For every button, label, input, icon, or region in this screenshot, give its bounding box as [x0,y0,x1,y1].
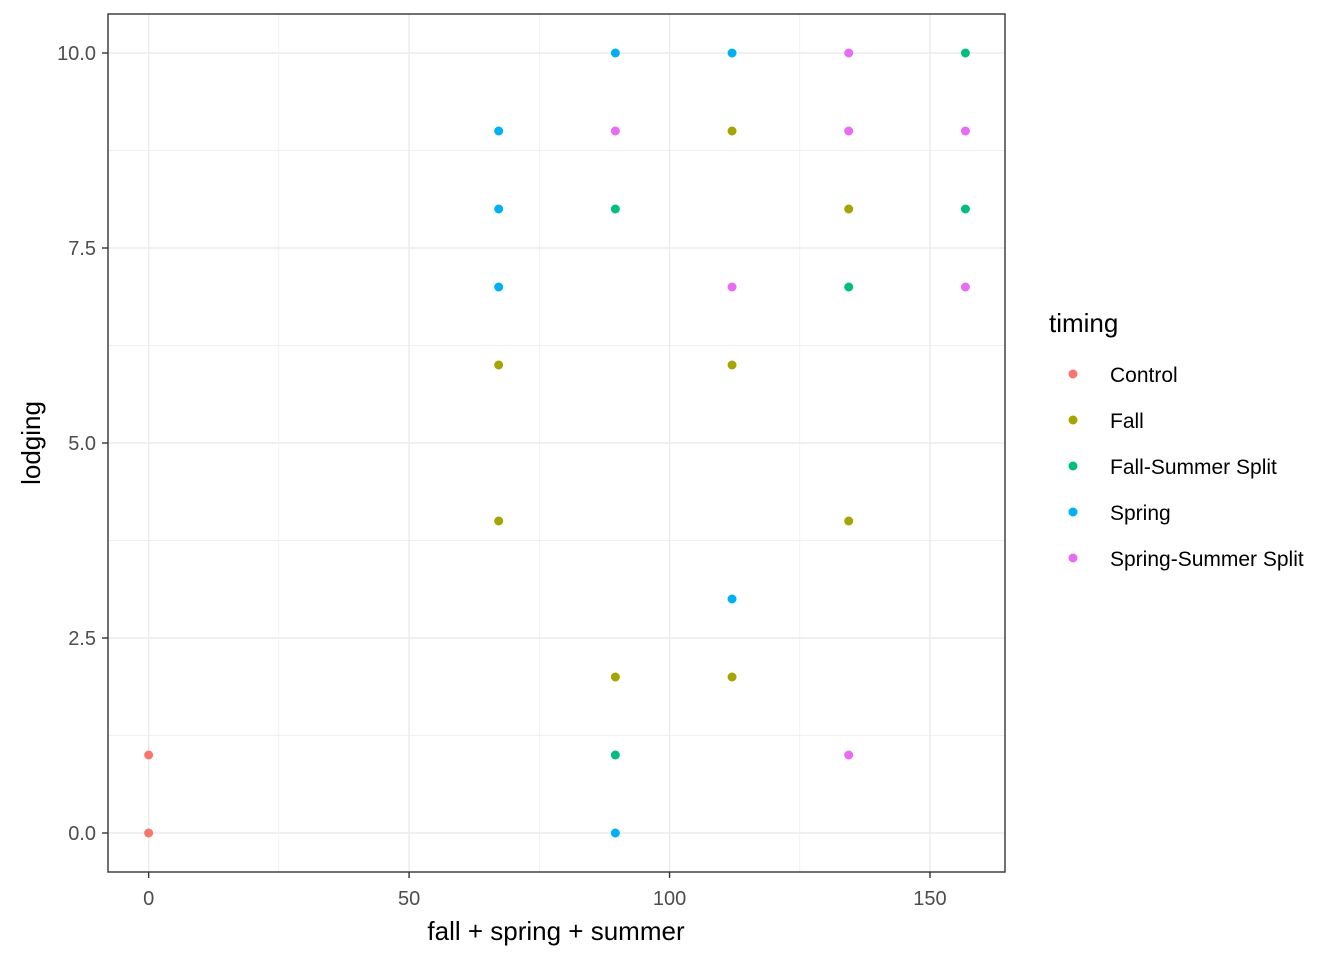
data-point-spring [727,48,737,58]
legend-label-spring: Spring [1110,502,1171,525]
data-point-control [144,828,154,838]
data-point-spring-summer-split [960,126,970,136]
data-point-fall-summer-split [960,48,970,58]
data-point-fall [610,672,620,682]
data-point-fall-summer-split [844,282,854,292]
legend-key-fall-summer-split [1068,461,1078,471]
data-point-fall [844,516,854,526]
legend-title: timing [1049,308,1118,338]
y-tick-label: 5.0 [68,433,96,455]
data-point-fall-summer-split [610,750,620,760]
data-point-fall-summer-split [610,204,620,214]
data-point-spring [494,204,504,214]
data-point-spring [610,828,620,838]
data-point-spring [727,594,737,604]
x-axis: 0 50 100 150 [143,872,947,910]
legend-key-spring-summer-split [1068,553,1078,563]
legend-label-control: Control [1110,364,1178,387]
legend-label-fall: Fall [1110,410,1144,433]
data-point-fall [727,126,737,136]
data-point-fall [494,516,504,526]
data-point-spring-summer-split [844,750,854,760]
y-tick-label: 7.5 [68,238,96,260]
x-axis-title: fall + spring + summer [427,916,685,946]
data-point-fall [844,204,854,214]
data-point-control [144,750,154,760]
data-point-spring-summer-split [960,282,970,292]
legend-key-control [1068,369,1078,379]
x-tick-label: 0 [143,888,154,910]
legend-label-fall-summer-split: Fall-Summer Split [1110,456,1277,479]
data-point-spring [494,126,504,136]
legend: timing Control Fall Fall-Summer Split Sprin… [1049,308,1304,571]
y-tick-label: 0.0 [68,823,96,845]
x-tick-label: 150 [913,888,946,910]
grid-major [108,14,1005,872]
data-point-fall [494,360,504,370]
data-point-spring-summer-split [727,282,737,292]
legend-label-spring-summer-split: Spring-Summer Split [1110,548,1304,571]
legend-items: Control Fall Fall-Summer Split Spring Spring… [1068,364,1304,571]
x-tick-label: 100 [653,888,686,910]
data-point-fall [727,360,737,370]
legend-key-spring [1068,507,1078,517]
data-point-spring [610,48,620,58]
data-point-fall [727,672,737,682]
data-point-spring-summer-split [610,126,620,136]
x-tick-label: 50 [398,888,420,910]
y-axis-title: lodging [16,401,46,485]
data-point-spring-summer-split [844,126,854,136]
data-point-spring-summer-split [844,48,854,58]
y-axis: 0.0 2.5 5.0 7.5 10.0 [57,43,108,845]
y-tick-label: 10.0 [57,43,96,65]
data-point-spring [494,282,504,292]
data-point-fall-summer-split [960,204,970,214]
y-tick-label: 2.5 [68,628,96,650]
data-points [144,48,970,838]
legend-key-fall [1068,415,1078,425]
